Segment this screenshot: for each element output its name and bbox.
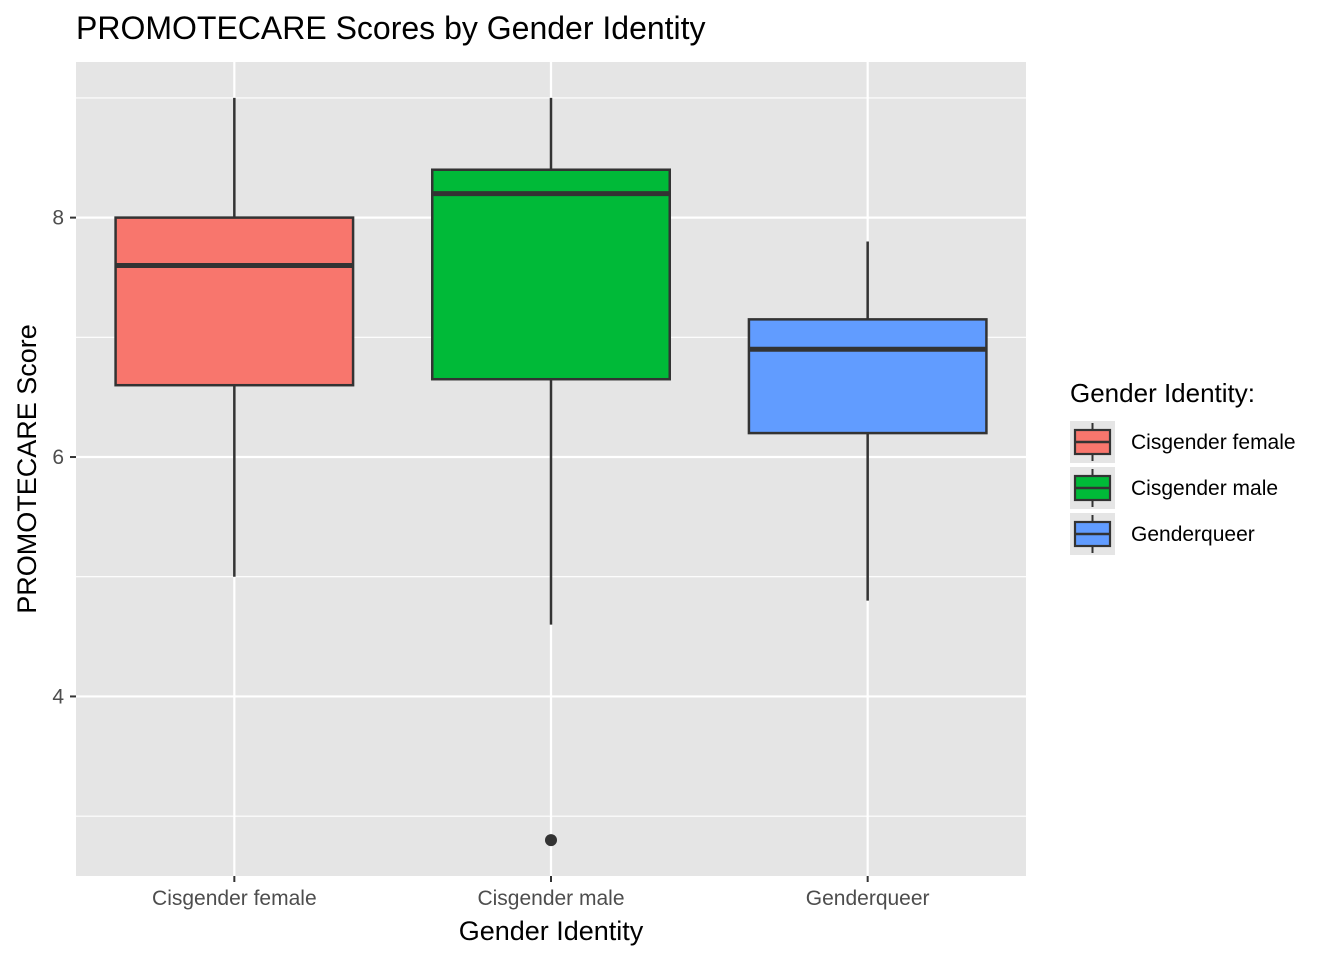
box-cisgender-male xyxy=(431,97,671,847)
box-iqr xyxy=(431,168,671,381)
x-tick-label: Cisgender male xyxy=(477,887,624,910)
outlier-point xyxy=(545,834,557,847)
x-axis: Cisgender female Cisgender male Genderquee… xyxy=(152,876,930,910)
y-axis: 4 6 8 xyxy=(52,207,76,708)
legend-label: Cisgender male xyxy=(1131,477,1278,500)
legend: Gender Identity: Cisgender femaleCisgend… xyxy=(1070,378,1296,555)
x-axis-title: Gender Identity xyxy=(459,916,644,946)
legend-item: Genderqueer xyxy=(1070,513,1255,555)
chart-title: PROMOTECARE Scores by Gender Identity xyxy=(76,10,706,46)
box-iqr xyxy=(114,216,355,387)
y-tick-label: 6 xyxy=(52,446,64,469)
y-axis-title: PROMOTECARE Score xyxy=(12,324,42,614)
y-tick-label: 4 xyxy=(52,685,64,708)
y-tick-label: 8 xyxy=(52,207,64,230)
x-tick-label: Genderqueer xyxy=(806,887,930,910)
boxes xyxy=(114,97,988,847)
box-cisgender-female xyxy=(114,97,355,577)
legend-label: Genderqueer xyxy=(1131,523,1255,546)
legend-title: Gender Identity: xyxy=(1070,378,1255,408)
legend-items: Cisgender female Cisgender male Genderquee… xyxy=(1070,421,1296,555)
box-genderqueer xyxy=(747,241,988,601)
legend-label: Cisgender female xyxy=(1131,431,1296,454)
x-tick-label: Cisgender female xyxy=(152,887,317,910)
box-iqr xyxy=(747,318,988,435)
legend-item: Cisgender male xyxy=(1070,467,1278,509)
legend-item: Cisgender female xyxy=(1070,421,1296,463)
